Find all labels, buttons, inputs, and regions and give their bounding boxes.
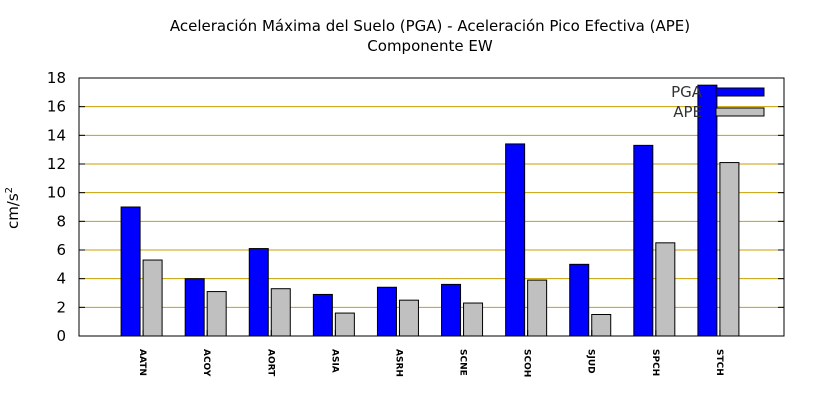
bar-ape	[270, 288, 291, 337]
bar-ape	[142, 259, 163, 337]
bar-ape	[591, 314, 612, 337]
bar-ape	[655, 242, 676, 337]
y-tick-label: 16	[47, 98, 66, 116]
chart-title: Aceleración Máxima del Suelo (PGA) - Ace…	[170, 17, 690, 35]
x-tick-label: SCOH	[522, 349, 532, 377]
bar-ape	[206, 291, 227, 337]
bar-pga	[505, 143, 526, 337]
x-tick-label: ACOY	[201, 349, 211, 377]
x-tick-label: SPCH	[650, 349, 660, 376]
bars	[120, 84, 740, 337]
bar-pga	[633, 144, 654, 337]
bar-pga	[312, 293, 333, 337]
bar-pga	[120, 206, 141, 337]
x-tick-label: AATN	[137, 349, 147, 376]
bar-pga	[697, 84, 718, 337]
bar-pga	[376, 286, 397, 337]
legend: PGA APE	[671, 83, 765, 121]
y-axis-label: cm/s2	[4, 187, 22, 229]
bar-ape	[463, 302, 484, 337]
chart-subtitle: Componente EW	[367, 37, 493, 55]
y-tick-label: 8	[56, 212, 66, 230]
x-tick-label: STCH	[714, 349, 724, 376]
x-tick-label: SJUD	[586, 349, 596, 374]
y-tick-label: 14	[47, 126, 66, 144]
bar-pga	[184, 278, 205, 337]
bar-ape	[398, 299, 419, 337]
y-tick-label: 0	[56, 327, 66, 345]
bar-pga	[441, 283, 462, 337]
bar-ape	[527, 279, 548, 337]
bar-pga	[569, 263, 590, 337]
legend-label-ape: APE	[673, 103, 702, 121]
y-tick-label: 4	[56, 270, 66, 288]
plot-frame	[78, 77, 785, 337]
legend-swatch-ape	[715, 107, 765, 117]
bar-ape	[334, 312, 355, 337]
y-tick-label: 12	[47, 155, 66, 173]
bar-pga	[248, 248, 269, 337]
legend-swatch-pga	[715, 87, 765, 97]
bar-ape	[719, 162, 740, 337]
y-tick-label: 10	[47, 184, 66, 202]
x-ticks: AATN ACOY AORT ASIA ASRH SCNE SCOH SJUD SPCH STCH	[137, 330, 724, 377]
x-tick-label: SCNE	[458, 349, 468, 376]
y-tick-label: 2	[56, 298, 66, 316]
x-tick-label: ASRH	[393, 349, 403, 377]
y-tick-label: 6	[56, 241, 66, 259]
legend-label-pga: PGA	[671, 83, 703, 101]
y-tick-label: 18	[47, 69, 66, 87]
y-axis-label-superscript: 2	[4, 187, 15, 193]
gridlines	[79, 106, 784, 308]
y-ticks: 0 2 4 6 8 10 12 14 16 18	[47, 69, 784, 345]
x-tick-label: ASIA	[329, 349, 339, 373]
x-tick-label: AORT	[265, 349, 275, 377]
